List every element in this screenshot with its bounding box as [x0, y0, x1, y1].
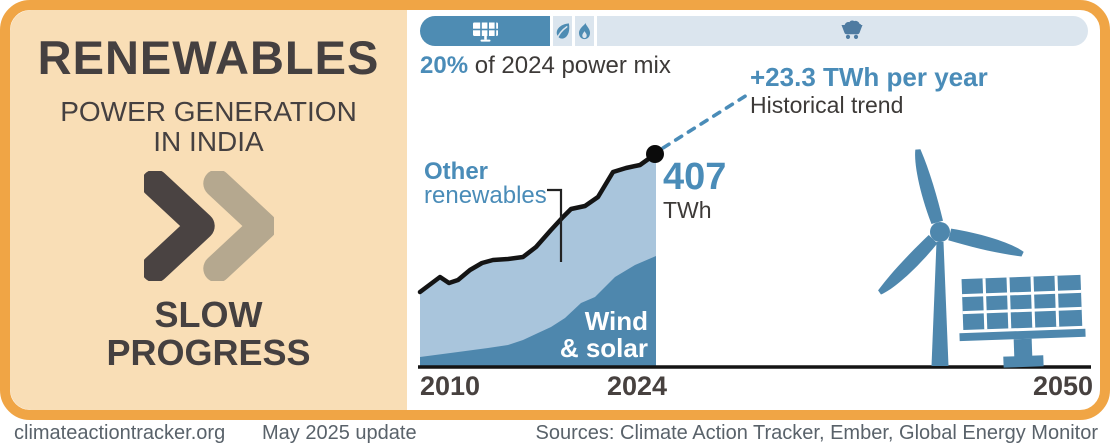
power-mix-caption: 20% of 2024 power mix: [420, 52, 671, 80]
double-chevron-icon: [140, 169, 277, 284]
verdict-line1: SLOW: [154, 294, 263, 336]
solar-panel-icon: [472, 22, 498, 42]
subtitle-line2: IN INDIA: [153, 126, 264, 158]
renewables-area-chart: [417, 93, 1091, 369]
trend-name: Historical trend: [750, 92, 904, 119]
endpoint-value-label: 407 TWh: [663, 158, 726, 222]
footer-sources: Sources: Climate Action Tracker, Ember, …: [535, 422, 1098, 444]
solar-panel-illustration: [959, 274, 1086, 368]
trend-annotation: +23.3 TWh per year Historical trend: [750, 62, 988, 119]
coal-cart-wrap: [839, 18, 865, 45]
other-renewables-label: Other renewables: [424, 160, 547, 207]
power-mix-caption-text: of 2024 power mix: [468, 52, 671, 79]
endpoint-dot: [646, 145, 664, 163]
page-subtitle: POWER GENERATION IN INDIA: [60, 96, 357, 158]
subtitle-line1: POWER GENERATION: [60, 96, 357, 127]
mix-segment-flame: [575, 16, 594, 46]
x-tick-2024: 2024: [607, 371, 668, 401]
flame-icon: [578, 22, 591, 39]
coal-cart-icon: [841, 20, 863, 39]
wind-solar-line1: Wind: [584, 306, 648, 336]
leaf-icon: [555, 22, 570, 41]
mix-segment-coal: [597, 16, 1088, 46]
power-mix-share-value: 20%: [420, 52, 469, 79]
endpoint-unit: TWh: [663, 197, 712, 223]
endpoint-value: 407: [663, 156, 727, 198]
wind-solar-label: Wind & solar: [500, 308, 648, 361]
other-renewables-line1: Other: [424, 158, 489, 185]
page-title: RENEWABLES: [37, 31, 380, 84]
trend-dashed-line: [661, 93, 749, 150]
mix-segment-renewables: [420, 16, 550, 46]
footer-site-url: climateactiontracker.org: [14, 422, 226, 444]
other-renewables-pointer: [547, 188, 563, 262]
progress-chevrons-icon: [140, 169, 277, 286]
trend-rate: +23.3 TWh per year: [750, 62, 988, 92]
area-wind-solar: [420, 256, 656, 366]
wind-solar-line2: & solar: [559, 332, 648, 363]
other-renewables-line2: renewables: [424, 181, 547, 209]
x-tick-2010: 2010: [420, 371, 481, 401]
x-tick-2050: 2050: [1033, 371, 1094, 401]
power-mix-bar: [420, 16, 1088, 46]
footer-bar: climateactiontracker.org May 2025 update…: [0, 420, 1110, 444]
footer-update-date: May 2025 update: [262, 422, 417, 444]
verdict-text: SLOW PROGRESS: [106, 296, 310, 372]
left-summary-panel: RENEWABLES POWER GENERATION IN INDIA SLO…: [10, 10, 407, 410]
verdict-line2: PROGRESS: [106, 332, 311, 374]
wind-turbine-illustration: [878, 149, 1024, 366]
total-renewables-line: [417, 152, 657, 295]
mix-segment-leaf: [553, 16, 572, 46]
